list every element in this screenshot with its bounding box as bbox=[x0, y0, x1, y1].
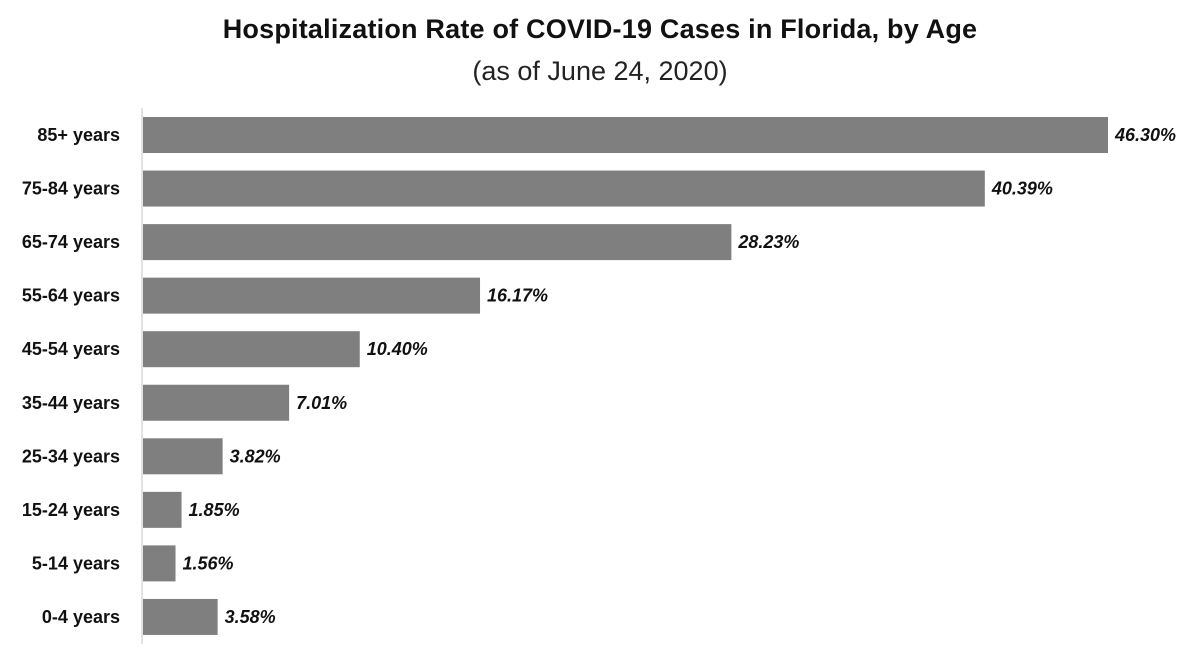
data-label: 3.82% bbox=[230, 446, 281, 466]
data-label: 16.17% bbox=[487, 286, 548, 306]
category-label: 75-84 years bbox=[22, 179, 120, 199]
category-label: 15-24 years bbox=[22, 500, 120, 520]
chart-subtitle: (as of June 24, 2020) bbox=[472, 56, 728, 86]
bar-0 bbox=[143, 117, 1108, 153]
data-label: 1.85% bbox=[189, 500, 240, 520]
data-label: 1.56% bbox=[183, 553, 234, 573]
data-label: 10.40% bbox=[367, 339, 428, 359]
data-label: 40.39% bbox=[991, 179, 1053, 199]
category-label: 65-74 years bbox=[22, 232, 120, 252]
category-label: 25-34 years bbox=[22, 446, 120, 466]
chart-title: Hospitalization Rate of COVID-19 Cases i… bbox=[222, 14, 978, 44]
bar-9 bbox=[143, 598, 218, 635]
data-label: 28.23% bbox=[737, 232, 799, 252]
bar-2 bbox=[143, 224, 732, 261]
bar-5 bbox=[143, 384, 290, 421]
category-label: 0-4 years bbox=[42, 607, 120, 627]
bar-7 bbox=[143, 491, 182, 528]
bar-6 bbox=[143, 438, 223, 475]
category-label: 45-54 years bbox=[22, 339, 120, 359]
bar-4 bbox=[143, 331, 360, 368]
data-label: 7.01% bbox=[296, 393, 347, 413]
data-label: 46.30% bbox=[1114, 125, 1176, 145]
bar-3 bbox=[143, 277, 481, 314]
category-label: 55-64 years bbox=[22, 286, 120, 306]
category-label: 85+ years bbox=[37, 125, 120, 145]
bar-8 bbox=[143, 545, 176, 582]
category-label: 35-44 years bbox=[22, 393, 120, 413]
bar-1 bbox=[143, 170, 985, 207]
data-label: 3.58% bbox=[225, 607, 276, 627]
category-label: 5-14 years bbox=[32, 553, 120, 573]
